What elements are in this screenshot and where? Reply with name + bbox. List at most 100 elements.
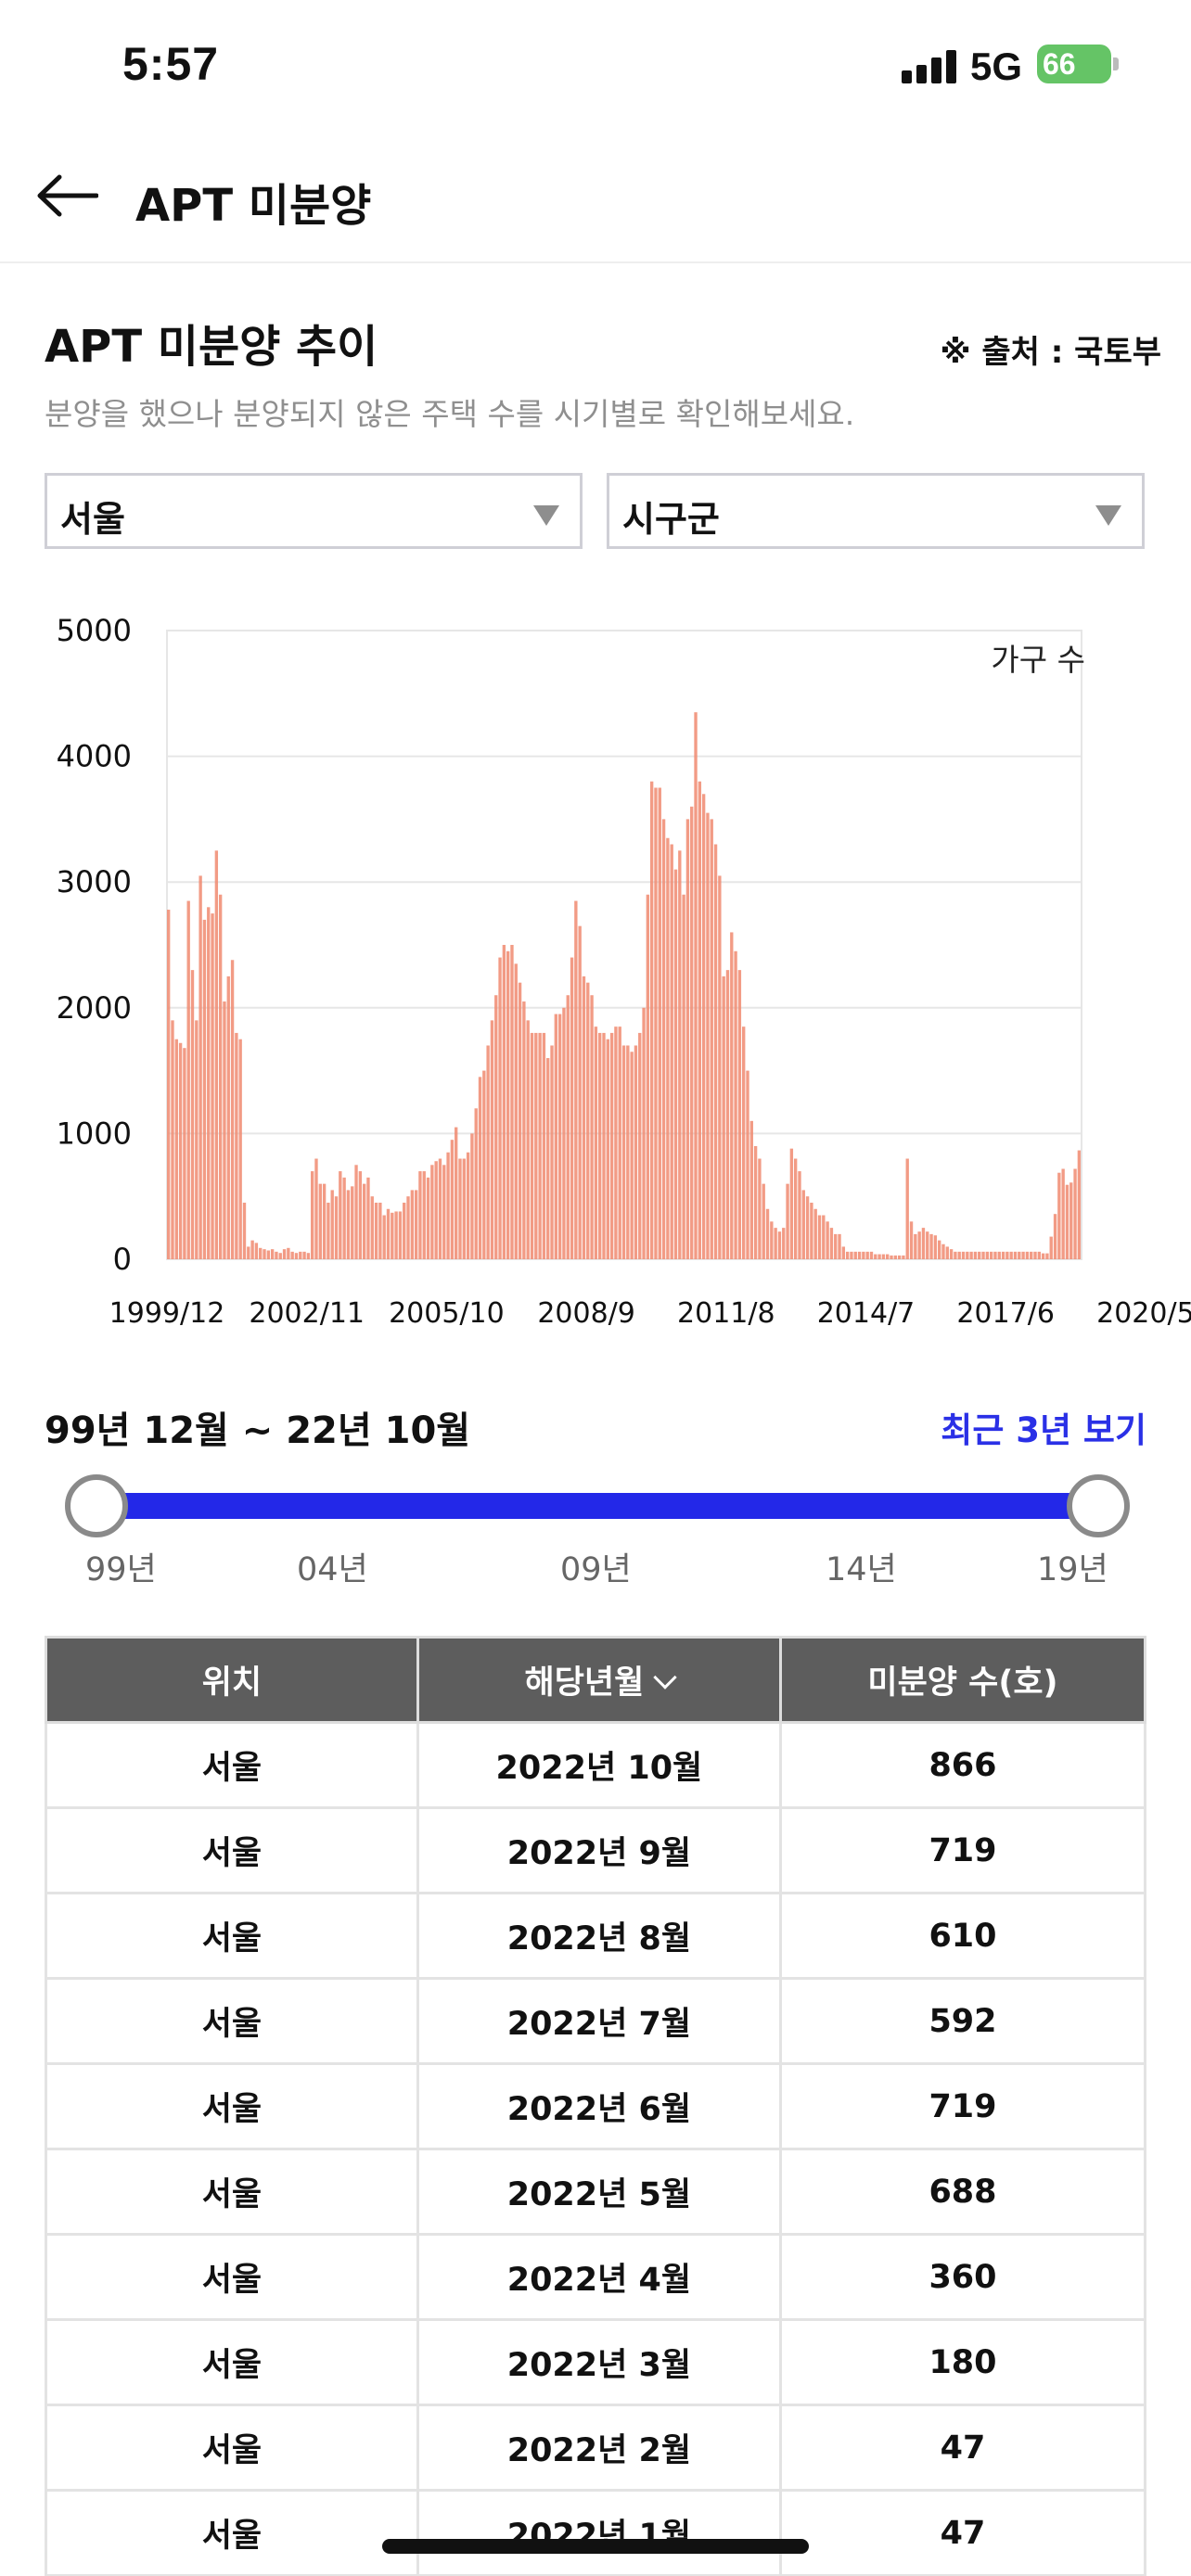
chart-bar (218, 894, 223, 1259)
column-header-count: 미분양 수(호) (778, 1636, 1147, 1724)
chart-bar (526, 1020, 530, 1259)
chart-bar (666, 837, 670, 1259)
chart-bar (1025, 1251, 1030, 1259)
x-tick-label: 2008/9 (537, 1297, 635, 1330)
chart-bar (214, 850, 219, 1259)
chart-bar (446, 1152, 450, 1259)
chart-bar (1013, 1251, 1018, 1259)
chart-bar (893, 1255, 897, 1259)
table-row: 서울 2022년 3월 180 (45, 2318, 1147, 2406)
x-tick-label: 2002/11 (249, 1297, 365, 1330)
chart-bar (1033, 1251, 1037, 1259)
chart-bar (685, 819, 690, 1259)
x-tick-label: 2005/10 (389, 1297, 505, 1330)
chart-bars (167, 712, 1082, 1259)
chart-bar (1037, 1251, 1041, 1259)
chart-bar (609, 1032, 614, 1259)
chart-bar (186, 900, 190, 1259)
cell-count: 866 (778, 1721, 1147, 1809)
chart-bar (917, 1231, 921, 1259)
range-slider-track[interactable] (96, 1493, 1098, 1519)
chart-bar (737, 970, 742, 1259)
range-slider-start-handle[interactable] (65, 1474, 128, 1537)
chart-bar (358, 1171, 363, 1259)
chart-bar (886, 1254, 890, 1259)
chart-bar (822, 1215, 826, 1259)
chart-bar (362, 1183, 366, 1259)
x-tick-label: 2011/8 (677, 1297, 775, 1330)
cell-date: 2022년 9월 (416, 1806, 782, 1894)
chart-bar (242, 1202, 247, 1259)
cell-date: 2022년 10월 (416, 1721, 782, 1809)
chart-bar (630, 1052, 634, 1259)
chart-bar (490, 1020, 494, 1259)
chart-bar (829, 1228, 834, 1259)
chart-bar (263, 1249, 266, 1259)
cell-location: 서울 (45, 2062, 419, 2150)
chart-bar (786, 1183, 789, 1259)
chart-bar (777, 1231, 782, 1259)
chart-bar (634, 1045, 638, 1259)
chart-bar (673, 869, 678, 1259)
chart-bar (178, 1042, 183, 1259)
cell-location: 서울 (45, 1721, 419, 1809)
chart-bar (598, 1032, 602, 1259)
cell-count: 47 (778, 2489, 1147, 2576)
cell-date: 2022년 2월 (416, 2404, 782, 2492)
signal-strength-icon (902, 50, 959, 83)
chart-bar (626, 1045, 630, 1259)
chart-bar (798, 1171, 801, 1259)
chart-bar (207, 907, 211, 1259)
chart-bar (897, 1255, 902, 1259)
chart-bar (1021, 1251, 1025, 1259)
cell-date: 2022년 8월 (416, 1892, 782, 1980)
chart-bar (534, 1032, 538, 1259)
chart-bar (810, 1202, 813, 1259)
region-select[interactable]: 서울 (45, 473, 583, 549)
chart-bar (926, 1231, 929, 1259)
recent-3-years-link[interactable]: 최근 3년 보기 (941, 1410, 1146, 1450)
chart-bar (905, 1158, 909, 1259)
battery-icon: 66 (1037, 45, 1111, 83)
chart-bar (370, 1196, 374, 1259)
chart-bar (921, 1228, 926, 1259)
chart-unit-label: 가구 수 (991, 642, 1085, 678)
slider-label: 19년 (1037, 1551, 1108, 1588)
region-select-value: 서울 (60, 499, 125, 540)
chart-bar (434, 1161, 438, 1259)
chart-bar (566, 995, 570, 1259)
slider-label: 14년 (826, 1551, 897, 1588)
chart-bar (877, 1254, 881, 1259)
chart-bar (850, 1251, 853, 1259)
chart-bar (183, 1048, 186, 1259)
column-header-date[interactable]: 해당년월 (416, 1636, 782, 1724)
chart-bar (710, 819, 713, 1259)
chart-bar (874, 1254, 877, 1259)
chart-bar (546, 1058, 550, 1259)
chart-bar (342, 1177, 346, 1259)
x-tick-label: 2017/6 (956, 1297, 1055, 1330)
range-slider-end-handle[interactable] (1067, 1474, 1130, 1537)
arrow-left-icon[interactable] (35, 174, 98, 217)
chart-bar (682, 894, 685, 1259)
table-row: 서울 2022년 5월 688 (45, 2148, 1147, 2236)
cell-date: 2022년 5월 (416, 2148, 782, 2236)
chart-bar (865, 1251, 869, 1259)
chart-bar (789, 1148, 794, 1259)
chart-bar (450, 1140, 455, 1259)
y-tick-label: 1000 (57, 1116, 132, 1151)
district-select[interactable]: 시구군 (607, 473, 1145, 549)
unsold-data-table: 위치 해당년월 미분양 수(호) 서울 2022년 10월 866 서울 2022년 … (45, 1636, 1147, 2576)
chart-bar (1077, 1150, 1082, 1259)
chart-bar (762, 1183, 765, 1259)
chart-bar (1005, 1251, 1009, 1259)
chart-bar (330, 1190, 334, 1259)
table-row: 서울 2022년 4월 360 (45, 2233, 1147, 2321)
chart-bar (813, 1208, 817, 1259)
chart-bar (339, 1171, 342, 1259)
chart-bar (954, 1251, 957, 1259)
table-row: 서울 2022년 10월 866 (45, 1721, 1147, 1809)
chart-bar (1057, 1172, 1061, 1259)
chart-bar (701, 794, 706, 1259)
chart-bar (230, 960, 235, 1259)
